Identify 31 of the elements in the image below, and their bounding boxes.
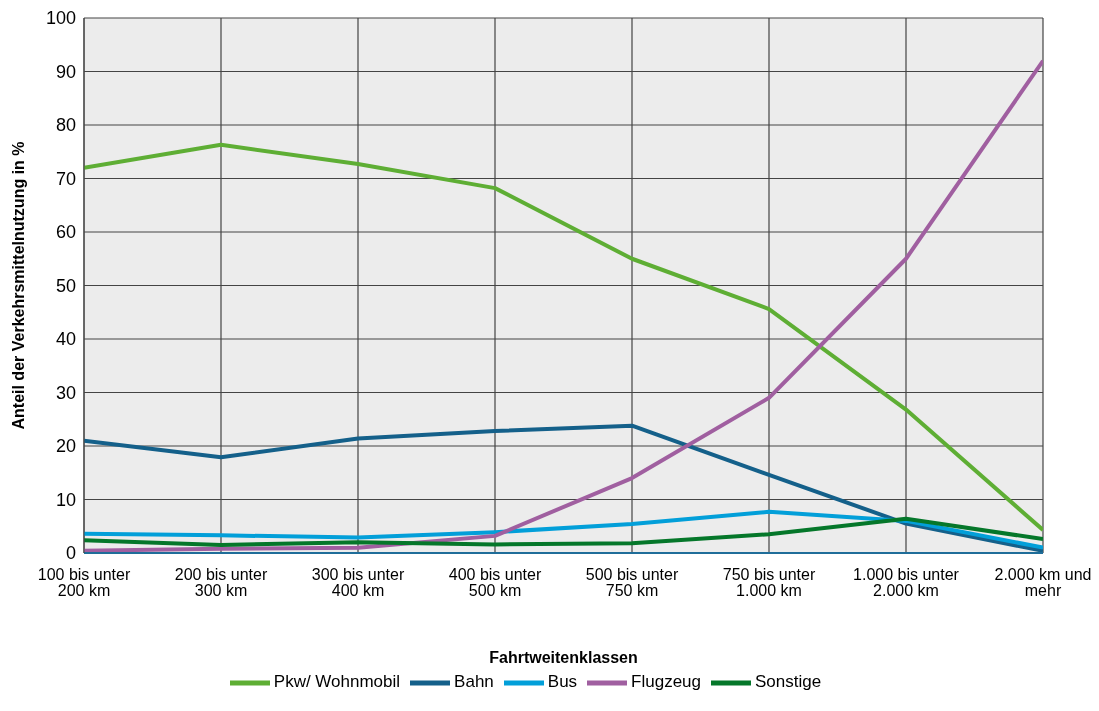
line-series [84, 423, 1043, 553]
y-tick-label: 80 [55, 115, 76, 136]
y-tick-label: 30 [55, 382, 76, 403]
legend-label: Flugzeug [631, 672, 702, 692]
x-tick-label: 200 bis unter 300 km [174, 566, 268, 600]
y-tick-label: 100 [45, 8, 76, 29]
x-axis-title: Fahrtweitenklassen [489, 649, 638, 666]
line-series [84, 142, 1043, 532]
line-series [84, 509, 1043, 550]
x-tick-label: 300 bis unter 400 km [311, 566, 405, 600]
y-tick-label: 50 [55, 275, 76, 296]
line-series [84, 516, 1043, 547]
x-tick-label: 100 bis unter 200 km [37, 566, 131, 600]
x-tick-label: 400 bis unter 500 km [448, 566, 542, 600]
legend-label: Bahn [454, 672, 494, 692]
legend-label: Sonstige [755, 672, 822, 692]
y-tick-label: 0 [65, 543, 76, 564]
y-tick-label: 90 [55, 61, 76, 82]
x-tick-label: 2.000 km und mehr [994, 566, 1092, 600]
x-tick-label: 1.000 bis unter 2.000 km [853, 566, 960, 600]
y-tick-label: 70 [55, 168, 76, 189]
y-tick-label: 20 [55, 436, 76, 457]
x-tick-label: 500 bis unter 750 km [585, 566, 679, 600]
y-tick-label: 60 [55, 222, 76, 243]
y-tick-label: 10 [55, 489, 76, 510]
x-tick-label: 750 bis unter 1.000 km [722, 566, 816, 600]
line-series [84, 58, 1043, 553]
legend-label: Pkw/ Wohnmobil [273, 672, 401, 692]
legend-label: Bus [547, 672, 578, 692]
y-tick-label: 40 [55, 329, 76, 350]
y-axis-title: Anteil der Verkehrsmittelnutzung in % [9, 141, 27, 430]
